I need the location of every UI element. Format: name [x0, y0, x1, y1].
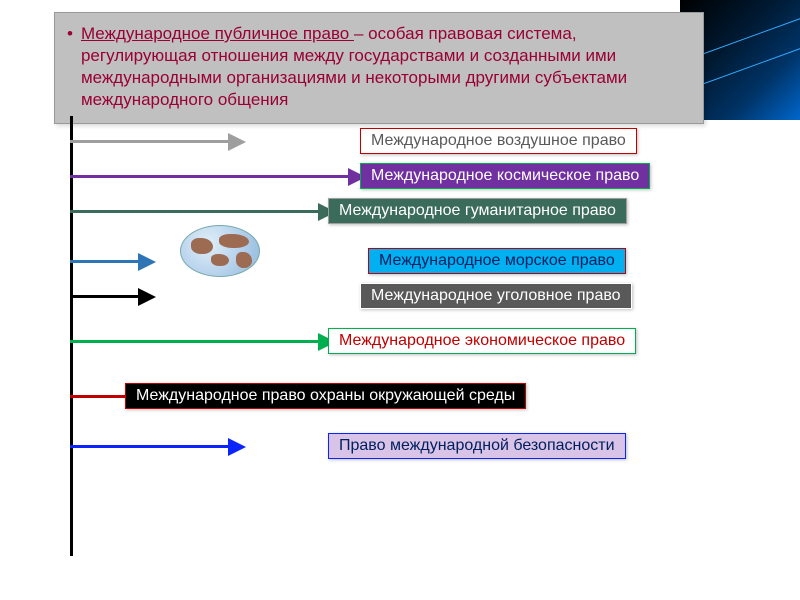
- branch-label: Международное экономическое право: [328, 328, 636, 354]
- branch-line: [70, 295, 140, 298]
- arrowhead-icon: [138, 253, 156, 271]
- branch-line: [70, 340, 320, 343]
- branch-label: Международное космическое право: [360, 163, 650, 189]
- branch-line: [70, 210, 320, 213]
- branch-label: Международное гуманитарное право: [328, 198, 627, 224]
- definition-box: • Международное публичное право – особая…: [54, 12, 704, 124]
- arrowhead-icon: [228, 438, 246, 456]
- globe-icon: [180, 225, 260, 277]
- branch-line: [70, 175, 350, 178]
- branch-line: [70, 445, 230, 448]
- branch-label: Международное уголовное право: [360, 283, 632, 309]
- branch-label: Международное морское право: [368, 248, 626, 274]
- arrowhead-icon: [228, 133, 246, 151]
- definition-text: Международное публичное право – особая п…: [81, 23, 691, 111]
- arrowhead-icon: [138, 288, 156, 306]
- tree-trunk: [70, 116, 73, 556]
- branch-line: [70, 260, 140, 263]
- definition-term: Международное публичное право: [81, 24, 354, 43]
- branch-label: Международное право охраны окружающей ср…: [125, 383, 526, 409]
- branch-label: Международное воздушное право: [360, 128, 637, 154]
- branch-label: Право международной безопасности: [328, 433, 626, 459]
- branch-line: [70, 140, 230, 143]
- bullet-marker: •: [67, 24, 73, 44]
